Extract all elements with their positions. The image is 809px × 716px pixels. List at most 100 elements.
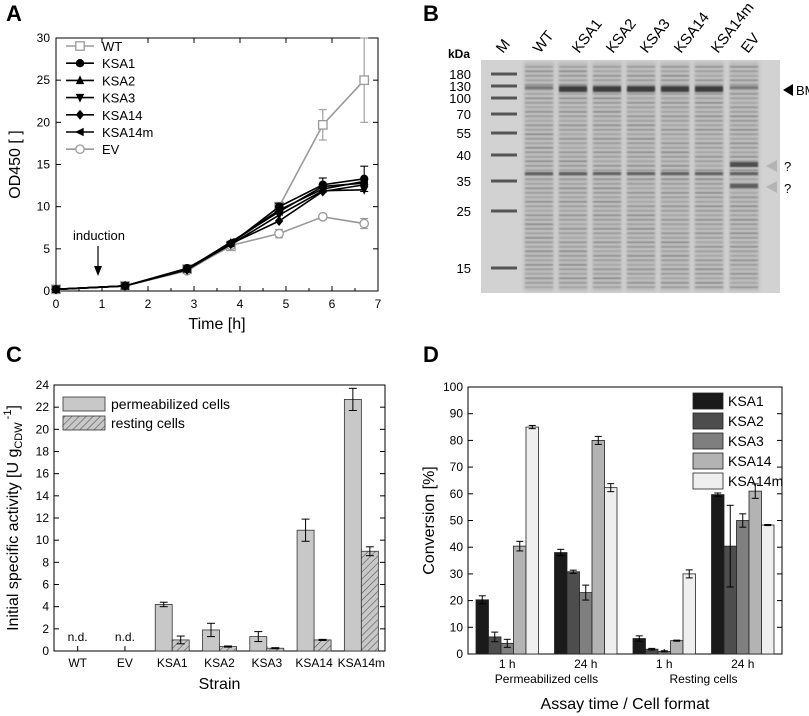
legend-label: resting cells [111,415,185,431]
minor-band [730,232,758,235]
minor-band [627,277,655,280]
minor-band [593,120,621,122]
minor-band [593,255,621,257]
minor-band [661,210,689,212]
band-35 [559,172,587,175]
minor-band [730,160,758,163]
minor-band [695,147,723,149]
minor-band [627,93,655,95]
minor-band [695,246,723,248]
minor-band [559,282,587,284]
y-tick-label: 80 [450,433,464,447]
minor-band [559,210,587,212]
minor-band [593,79,621,82]
x-tick-label: 24 h [731,657,754,671]
ev-extra-band [730,184,758,188]
minor-band [559,214,587,217]
ladder-band [491,209,517,213]
marker-size-label: 25 [457,204,471,219]
minor-band [627,79,655,82]
minor-band [627,214,655,217]
minor-band [627,133,655,136]
minor-band [525,286,553,289]
minor-band [695,250,723,253]
minor-band [593,241,621,244]
minor-band [593,84,621,86]
minor-band [525,232,553,235]
y-tick-label: 20 [450,594,464,608]
minor-band [593,93,621,95]
minor-band [627,268,655,271]
x-axis-title: Assay time / Cell format [541,696,710,713]
minor-band [559,250,587,253]
minor-band [695,223,723,226]
marker-size-label: 40 [457,148,471,163]
minor-band [627,156,655,158]
minor-band [525,169,553,172]
legend-label: KSA14 [102,108,142,123]
minor-band [695,282,723,284]
x-tick-label: 0 [53,297,60,311]
lane-smear [694,62,724,291]
minor-band [593,75,621,77]
bm3-region-band [627,86,655,92]
minor-band [525,187,553,190]
minor-band [559,196,587,199]
minor-band [525,201,553,203]
ladder-band [491,266,517,270]
minor-band [661,183,689,185]
y-tick-label: 18 [36,445,50,459]
y-tick-label: 12 [36,511,50,525]
minor-band [661,219,689,221]
lane-1 [524,62,554,291]
minor-band [661,129,689,131]
minor-band [525,160,553,163]
minor-band [627,223,655,226]
minor-band [559,120,587,122]
minor-band [627,201,655,203]
minor-band [525,223,553,226]
minor-band [559,111,587,113]
minor-band [661,264,689,266]
x-tick-label: 6 [329,297,336,311]
minor-band [730,88,758,91]
minor-band [593,205,621,208]
y-tick-label: 2 [42,622,49,636]
data-point [317,182,327,191]
marker-size-label: 100 [449,91,471,106]
minor-band [661,232,689,235]
not-detected-label: n.d. [68,630,88,644]
minor-band [661,151,689,154]
not-detected-label: n.d. [115,630,135,644]
minor-band [730,79,758,82]
minor-band [695,268,723,271]
legend-swatch [692,472,724,490]
x-axis-title: Strain [199,676,241,693]
lane-smear [524,62,554,291]
ladder-band [491,96,517,100]
minor-band [559,246,587,248]
minor-band [661,237,689,239]
minor-band [627,282,655,284]
x-tick-label: KSA14m [338,656,385,670]
minor-band [695,277,723,280]
minor-band [593,210,621,212]
minor-band [695,75,723,77]
minor-band [593,268,621,271]
minor-band [661,75,689,77]
lane-6 [694,62,724,291]
minor-band [627,151,655,154]
minor-band [593,282,621,284]
minor-band [695,169,723,172]
minor-band [695,241,723,244]
minor-band [695,205,723,208]
bar-ksa2 [566,571,580,655]
y-tick-label: 0 [456,647,463,661]
minor-band [661,250,689,253]
minor-band [559,192,587,194]
minor-band [730,196,758,199]
minor-band [593,111,621,113]
minor-band [730,259,758,262]
x-tick-label: 7 [375,297,382,311]
minor-band [525,156,553,158]
